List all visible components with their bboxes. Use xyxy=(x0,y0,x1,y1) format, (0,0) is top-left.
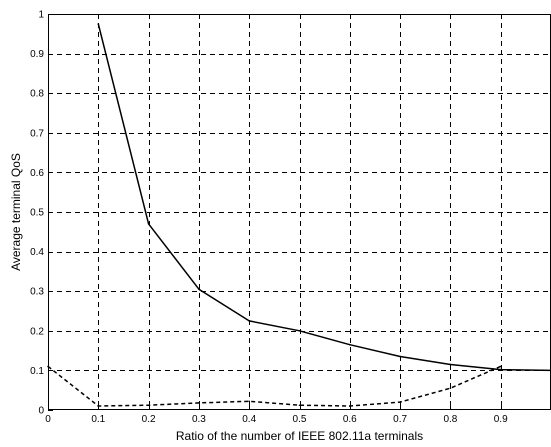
x-tick-label: 0 xyxy=(45,414,51,425)
grid-lines xyxy=(48,14,551,410)
x-tick-label: 0.9 xyxy=(494,414,508,425)
x-tick-label: 0.7 xyxy=(393,414,407,425)
data-point xyxy=(499,365,502,368)
data-point xyxy=(449,363,452,366)
data-point xyxy=(248,400,250,403)
series-line-solid xyxy=(97,23,551,372)
series-line-dashed xyxy=(47,365,501,407)
data-point xyxy=(298,330,301,332)
y-tick-label: 0.1 xyxy=(30,366,44,377)
data-point xyxy=(449,387,452,390)
x-tick-label: 0.2 xyxy=(142,414,156,425)
y-tick-label: 0.2 xyxy=(30,326,44,337)
series-group xyxy=(47,23,551,407)
y-tick-label: 0 xyxy=(38,406,44,417)
y-axis-ticks: 0 0.1 0.2 0.3 0.4 0.5 0.6 0.7 0.8 0.9 1 xyxy=(30,10,53,417)
data-point xyxy=(399,401,401,403)
x-axis-label: Ratio of the number of IEEE 802.11a term… xyxy=(176,429,423,443)
data-point xyxy=(97,23,100,25)
y-tick-label: 0.4 xyxy=(30,247,44,258)
x-tick-label: 0.5 xyxy=(293,414,307,425)
data-point xyxy=(198,288,200,291)
x-tick-label: 0.3 xyxy=(192,414,206,425)
x-tick-label: 0.4 xyxy=(242,414,256,425)
y-tick-label: 0.8 xyxy=(30,89,44,100)
y-tick-label: 1 xyxy=(38,10,44,21)
data-point xyxy=(399,355,401,358)
data-point xyxy=(248,320,250,322)
data-point xyxy=(349,343,351,346)
y-tick-label: 0.3 xyxy=(30,287,44,298)
x-axis-ticks: 0 0.1 0.2 0.3 0.4 0.5 0.6 0.7 0.8 0.9 xyxy=(45,405,508,425)
x-tick-label: 0.6 xyxy=(343,414,357,425)
data-point xyxy=(499,368,502,371)
y-tick-label: 0.5 xyxy=(30,208,44,219)
x-tick-label: 0.8 xyxy=(443,414,457,425)
data-point xyxy=(198,402,200,404)
y-tick-label: 0.6 xyxy=(30,168,44,179)
x-tick-label: 0.1 xyxy=(91,414,105,425)
y-tick-label: 0.9 xyxy=(30,49,44,60)
y-axis-label: Average terminal QoS xyxy=(9,153,23,271)
data-point xyxy=(147,223,150,225)
y-tick-label: 0.7 xyxy=(30,128,44,139)
data-point xyxy=(298,404,301,407)
